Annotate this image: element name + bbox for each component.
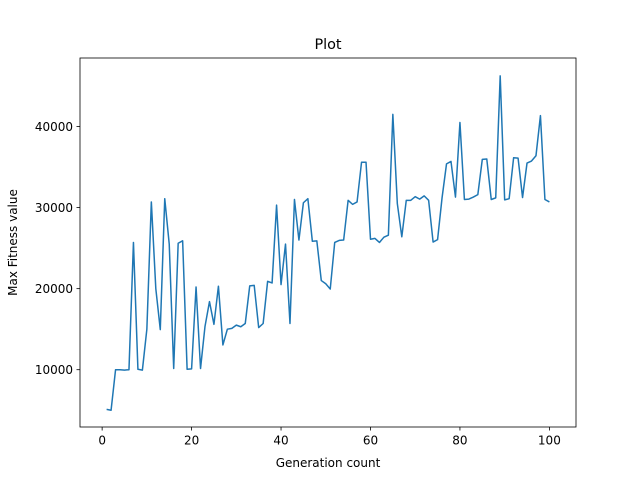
- chart-title: Plot: [314, 37, 341, 53]
- y-axis: 10000 20000 30000 40000: [35, 120, 80, 377]
- x-axis-label: Generation count: [276, 456, 381, 470]
- x-tick-label: 0: [98, 434, 106, 448]
- y-tick-label: 20000: [35, 282, 73, 296]
- x-tick-label: 20: [184, 434, 199, 448]
- y-tick-label: 40000: [35, 120, 73, 134]
- x-axis: 0 20 40 60 80 100: [98, 427, 561, 448]
- axes-frame: [79, 57, 577, 428]
- x-tick-label: 60: [363, 434, 378, 448]
- series-line-0: [106, 75, 550, 411]
- x-tick-label: 80: [452, 434, 467, 448]
- y-tick-label: 10000: [35, 363, 73, 377]
- y-axis-label: Max Fitness value: [6, 189, 20, 296]
- y-tick-label: 30000: [35, 201, 73, 215]
- x-tick-label: 100: [538, 434, 561, 448]
- x-tick-label: 40: [273, 434, 288, 448]
- plot-area: [106, 75, 550, 411]
